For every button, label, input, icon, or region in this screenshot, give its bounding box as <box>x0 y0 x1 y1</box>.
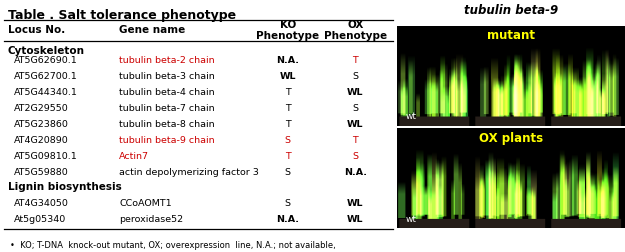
Text: T: T <box>352 136 358 144</box>
Text: tubulin beta-9: tubulin beta-9 <box>464 4 558 17</box>
Text: Cytoskeleton: Cytoskeleton <box>8 45 85 55</box>
Text: mutant: mutant <box>487 29 535 42</box>
Text: AT5G62700.1: AT5G62700.1 <box>14 72 78 80</box>
Text: AT5G59880: AT5G59880 <box>14 168 69 176</box>
Text: Actin7: Actin7 <box>119 151 149 161</box>
Text: AT4G34050: AT4G34050 <box>14 198 69 207</box>
Text: S: S <box>285 136 291 144</box>
Text: tubulin beta-3 chain: tubulin beta-3 chain <box>119 72 215 80</box>
Text: N.A.: N.A. <box>344 168 367 176</box>
Text: wt: wt <box>406 112 417 121</box>
Bar <box>397 129 625 228</box>
Text: •  KO; T-DNA  knock-out mutant, OX; overexpression  line, N.A.; not available,: • KO; T-DNA knock-out mutant, OX; overex… <box>10 240 336 249</box>
Text: T: T <box>285 119 291 129</box>
Text: tubulin beta-4 chain: tubulin beta-4 chain <box>119 87 215 97</box>
Text: Locus No.: Locus No. <box>8 25 65 35</box>
Text: Gene name: Gene name <box>119 25 186 35</box>
Text: Table . Salt tolerance phenotype: Table . Salt tolerance phenotype <box>8 9 236 22</box>
Text: tubulin beta-2 chain: tubulin beta-2 chain <box>119 55 215 65</box>
Text: AT5G62690.1: AT5G62690.1 <box>14 55 78 65</box>
Text: KO
Phenotype: KO Phenotype <box>256 19 319 41</box>
Text: T: T <box>285 87 291 97</box>
Text: OX plants: OX plants <box>479 131 543 144</box>
Text: AT4G20890: AT4G20890 <box>14 136 69 144</box>
Text: WL: WL <box>347 214 364 223</box>
Text: AT2G29550: AT2G29550 <box>14 104 69 112</box>
Text: AT5G09810.1: AT5G09810.1 <box>14 151 78 161</box>
Text: T: T <box>285 151 291 161</box>
Text: actin depolymerizing factor 3: actin depolymerizing factor 3 <box>119 168 259 176</box>
Text: OX
Phenotype: OX Phenotype <box>324 19 387 41</box>
Text: wt: wt <box>406 214 417 223</box>
Text: AT5G23860: AT5G23860 <box>14 119 69 129</box>
Text: S: S <box>285 198 291 207</box>
Bar <box>397 26 625 126</box>
Text: WL: WL <box>347 87 364 97</box>
Text: S: S <box>352 72 358 80</box>
Text: S: S <box>352 104 358 112</box>
Text: tubulin beta-7 chain: tubulin beta-7 chain <box>119 104 215 112</box>
Text: CCoAOMT1: CCoAOMT1 <box>119 198 172 207</box>
Text: AT5G44340.1: AT5G44340.1 <box>14 87 78 97</box>
Text: T: T <box>285 104 291 112</box>
Text: WL: WL <box>347 119 364 129</box>
Text: T: T <box>352 55 358 65</box>
Text: S: S <box>352 151 358 161</box>
Text: At5g05340: At5g05340 <box>14 214 66 223</box>
Text: tubulin beta-9 chain: tubulin beta-9 chain <box>119 136 215 144</box>
Text: WL: WL <box>279 72 296 80</box>
Text: peroxidase52: peroxidase52 <box>119 214 183 223</box>
Text: tubulin beta-8 chain: tubulin beta-8 chain <box>119 119 215 129</box>
Text: S: S <box>285 168 291 176</box>
Text: Lignin biosynthesis: Lignin biosynthesis <box>8 181 122 191</box>
Text: N.A.: N.A. <box>276 214 299 223</box>
Text: N.A.: N.A. <box>276 55 299 65</box>
Text: WL: WL <box>347 198 364 207</box>
